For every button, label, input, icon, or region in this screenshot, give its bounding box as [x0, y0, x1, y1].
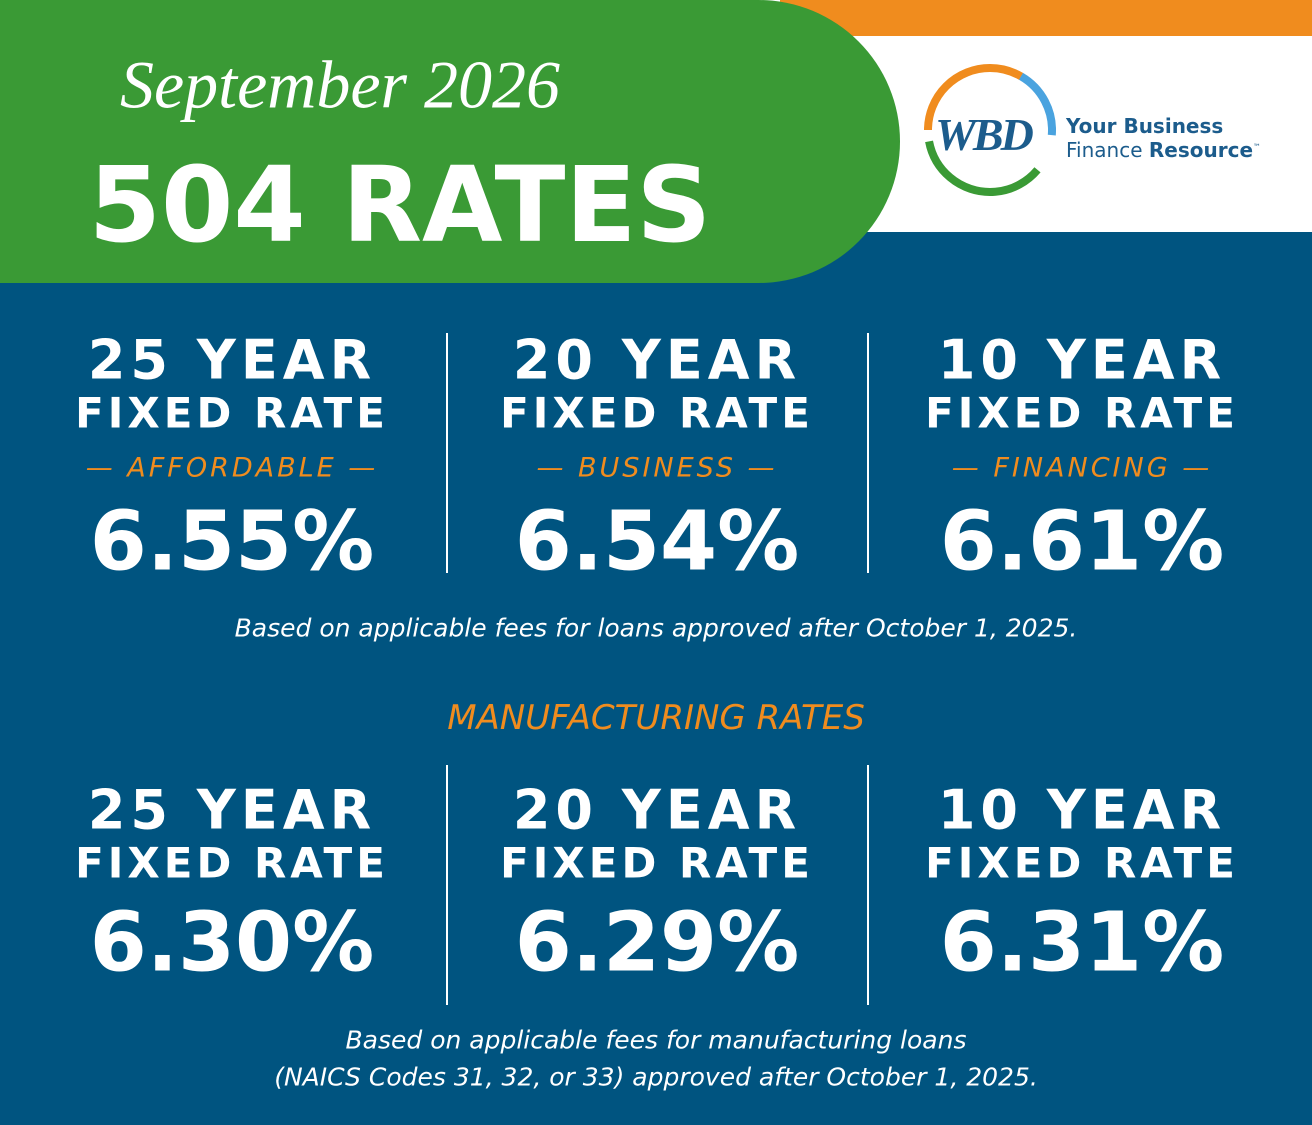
- note: Based on applicable fees for loans appro…: [234, 613, 1078, 643]
- rate-kind: FIXED RATE: [75, 838, 389, 888]
- logo-mark: WBD: [935, 109, 1034, 160]
- term: 10 YEAR: [937, 328, 1227, 392]
- rate: 6.30%: [89, 895, 375, 991]
- logo-tm: ™: [1253, 142, 1262, 152]
- rate: 6.55%: [89, 494, 375, 590]
- section-heading: MANUFACTURING RATES: [447, 698, 865, 738]
- note: (NAICS Codes 31, 32, or 33) approved aft…: [274, 1062, 1038, 1092]
- rate-kind: FIXED RATE: [925, 838, 1239, 888]
- green-banner: [0, 0, 900, 283]
- term: 20 YEAR: [512, 778, 802, 842]
- rate-kind: FIXED RATE: [500, 388, 814, 438]
- rate-kind: FIXED RATE: [925, 388, 1239, 438]
- divider: [446, 765, 448, 1005]
- tagline: — FINANCING —: [951, 452, 1213, 484]
- note: Based on applicable fees for manufacturi…: [345, 1025, 967, 1055]
- rate: 6.61%: [939, 494, 1225, 590]
- month: September 2026: [119, 46, 561, 123]
- title: 504 RATES: [88, 144, 712, 266]
- logo-line2: Finance Resource™: [1066, 138, 1261, 162]
- orange-strip: [780, 0, 1312, 36]
- tagline: — AFFORDABLE —: [85, 452, 379, 484]
- rate-kind: FIXED RATE: [500, 838, 814, 888]
- divider: [446, 333, 448, 573]
- term: 20 YEAR: [512, 328, 802, 392]
- logo-text: Finance: [1066, 138, 1143, 162]
- logo-text: Resource: [1148, 138, 1254, 162]
- logo-ring: [924, 64, 1056, 196]
- divider: [867, 333, 869, 573]
- term: 25 YEAR: [87, 328, 377, 392]
- term: 10 YEAR: [937, 778, 1227, 842]
- rate: 6.31%: [939, 895, 1225, 991]
- rate: 6.29%: [514, 895, 800, 991]
- rate-kind: FIXED RATE: [75, 388, 389, 438]
- tagline: — BUSINESS —: [536, 452, 778, 484]
- term: 25 YEAR: [87, 778, 377, 842]
- divider: [867, 765, 869, 1005]
- rate: 6.54%: [514, 494, 800, 590]
- logo-line1: Your Business: [1066, 114, 1224, 138]
